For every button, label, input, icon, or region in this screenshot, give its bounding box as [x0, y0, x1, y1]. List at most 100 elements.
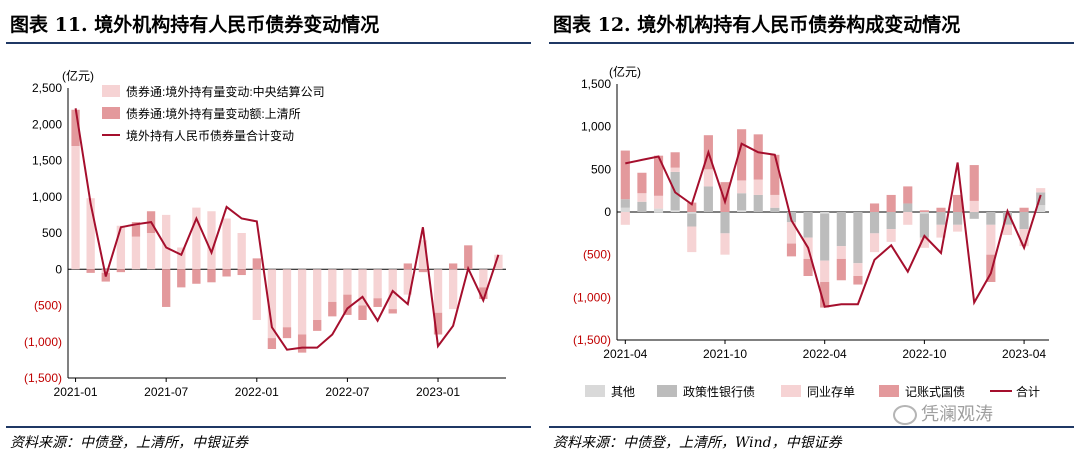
left-xtick-label: 2022-07 — [325, 385, 369, 399]
left-bar-1 — [448, 269, 458, 310]
left-chart-panel: 图表 11. 境外机构持有人民币债券变动情况 (亿元) (1,500) (1,000… — [6, 0, 531, 460]
left-xtick-label: 2021-07 — [144, 385, 188, 399]
right-bar-2 — [820, 213, 830, 261]
left-xtick-label: 2021-01 — [54, 385, 98, 399]
left-chart-svg: (亿元) (1,500) (1,000) (500) 0 500 1,000 1,500 2,0… — [24, 68, 506, 399]
left-bar-2 — [313, 320, 322, 331]
right-bar-4 — [836, 258, 846, 281]
right-xtick-label: 2023-04 — [1002, 347, 1046, 361]
right-legend-label: 记账式国债 — [905, 385, 965, 399]
right-bar-4 — [670, 152, 680, 168]
right-bar-4 — [770, 154, 780, 195]
right-bar-3 — [687, 226, 697, 253]
left-bar-2 — [177, 269, 186, 288]
right-bar-3 — [936, 224, 946, 238]
right-bar-1 — [620, 207, 630, 212]
left-bar-1 — [418, 240, 428, 270]
left-xtick-label: 2022-01 — [235, 385, 279, 399]
right-bar-4 — [869, 203, 880, 212]
right-bar-3 — [753, 179, 763, 195]
left-bar-1 — [282, 269, 292, 328]
right-ytick-label: 1,000 — [581, 120, 611, 134]
left-bar-2 — [116, 269, 126, 273]
right-bar-4 — [853, 276, 863, 285]
right-bar-2 — [936, 212, 946, 225]
left-ytick-label: 1,500 — [32, 154, 62, 168]
left-source-note: 资料来源：中债登，上清所，中银证券 — [10, 435, 248, 451]
right-top-rule — [549, 42, 1074, 44]
right-bar-3 — [836, 246, 846, 259]
right-bar-4 — [969, 165, 979, 201]
left-bar-2 — [388, 309, 397, 314]
right-bar-4 — [720, 182, 730, 212]
left-bar-1 — [222, 218, 231, 270]
right-bar-4 — [753, 134, 763, 180]
right-total-line — [625, 142, 1042, 308]
right-bar-4 — [953, 194, 963, 212]
left-bar-1 — [313, 269, 322, 320]
left-bar-1 — [71, 146, 80, 270]
left-bar-2 — [282, 327, 292, 339]
right-bar-3 — [670, 167, 680, 172]
right-bar-4 — [936, 207, 946, 212]
right-bar-2 — [687, 213, 697, 227]
right-bar-2 — [737, 193, 747, 211]
left-bar-2 — [418, 269, 428, 273]
right-bar-1 — [820, 212, 830, 214]
right-bar-2 — [637, 201, 647, 212]
right-bar-3 — [770, 194, 780, 208]
right-ytick-label: (1,500) — [573, 333, 611, 347]
right-bar-4 — [786, 243, 797, 257]
left-bar-1 — [237, 233, 246, 270]
left-bar-1 — [328, 269, 337, 302]
left-bar-1 — [403, 269, 412, 295]
right-bar-4 — [737, 129, 747, 181]
right-bar-1 — [1036, 205, 1046, 212]
left-bar-1 — [192, 207, 201, 270]
left-bar-2 — [101, 272, 110, 282]
right-bar-2 — [836, 212, 846, 247]
right-bar-2 — [969, 212, 979, 219]
left-bar-2 — [71, 109, 80, 146]
right-bar-4 — [803, 258, 813, 276]
left-legend-label: 境外持有人民币债券量合计变动 — [126, 128, 294, 143]
right-bar-2 — [803, 212, 813, 238]
right-bar-1 — [653, 208, 664, 212]
left-bar-1 — [207, 211, 216, 270]
right-bar-4 — [903, 186, 913, 204]
left-bar-2 — [237, 269, 246, 276]
left-xtick-label: 2023-01 — [416, 385, 460, 399]
left-bar-2 — [373, 298, 382, 307]
right-bar-2 — [703, 186, 713, 212]
right-bar-3 — [853, 263, 863, 276]
right-bar-2 — [1002, 212, 1013, 225]
left-bar-2 — [343, 294, 352, 315]
left-bar-2 — [433, 312, 443, 335]
right-bar-2 — [886, 212, 896, 230]
right-xtick-label: 2021-10 — [703, 347, 747, 361]
right-bar-4 — [653, 155, 664, 196]
left-bar-2 — [448, 263, 458, 270]
left-bar-2 — [131, 222, 141, 237]
right-bar-3 — [1036, 188, 1046, 193]
right-bar-3 — [737, 180, 747, 194]
left-legend-label: 债券通:境外持有量变动额:上清所 — [126, 106, 301, 121]
left-ytick-label: 2,500 — [32, 81, 62, 95]
left-bar-1 — [177, 247, 186, 270]
right-chart-svg: (亿元) (1,500) (1,000) (500) 0 500 1,000 1,500 202… — [573, 64, 1049, 399]
left-legend-label: 债券通:境外持有量变动:中央结算公司 — [126, 84, 325, 99]
right-bar-3 — [820, 260, 830, 282]
right-ytick-label: (500) — [583, 248, 611, 262]
left-bar-1 — [388, 269, 397, 310]
right-bar-2 — [903, 203, 913, 212]
left-ytick-label: 2,000 — [32, 117, 62, 131]
right-chart-panel: 图表 12. 境外机构持有人民币债券构成变动情况 (亿元) (1,500) (1,0… — [549, 0, 1074, 460]
left-bar-1 — [494, 254, 503, 270]
right-unit-label: (亿元) — [609, 64, 641, 79]
right-bar-3 — [653, 195, 664, 209]
watermark: 凭澜观涛 — [893, 400, 993, 426]
left-total-line — [74, 108, 500, 351]
right-bar-4 — [637, 172, 647, 194]
right-bar-4 — [687, 202, 697, 212]
left-bar-1 — [146, 233, 156, 270]
